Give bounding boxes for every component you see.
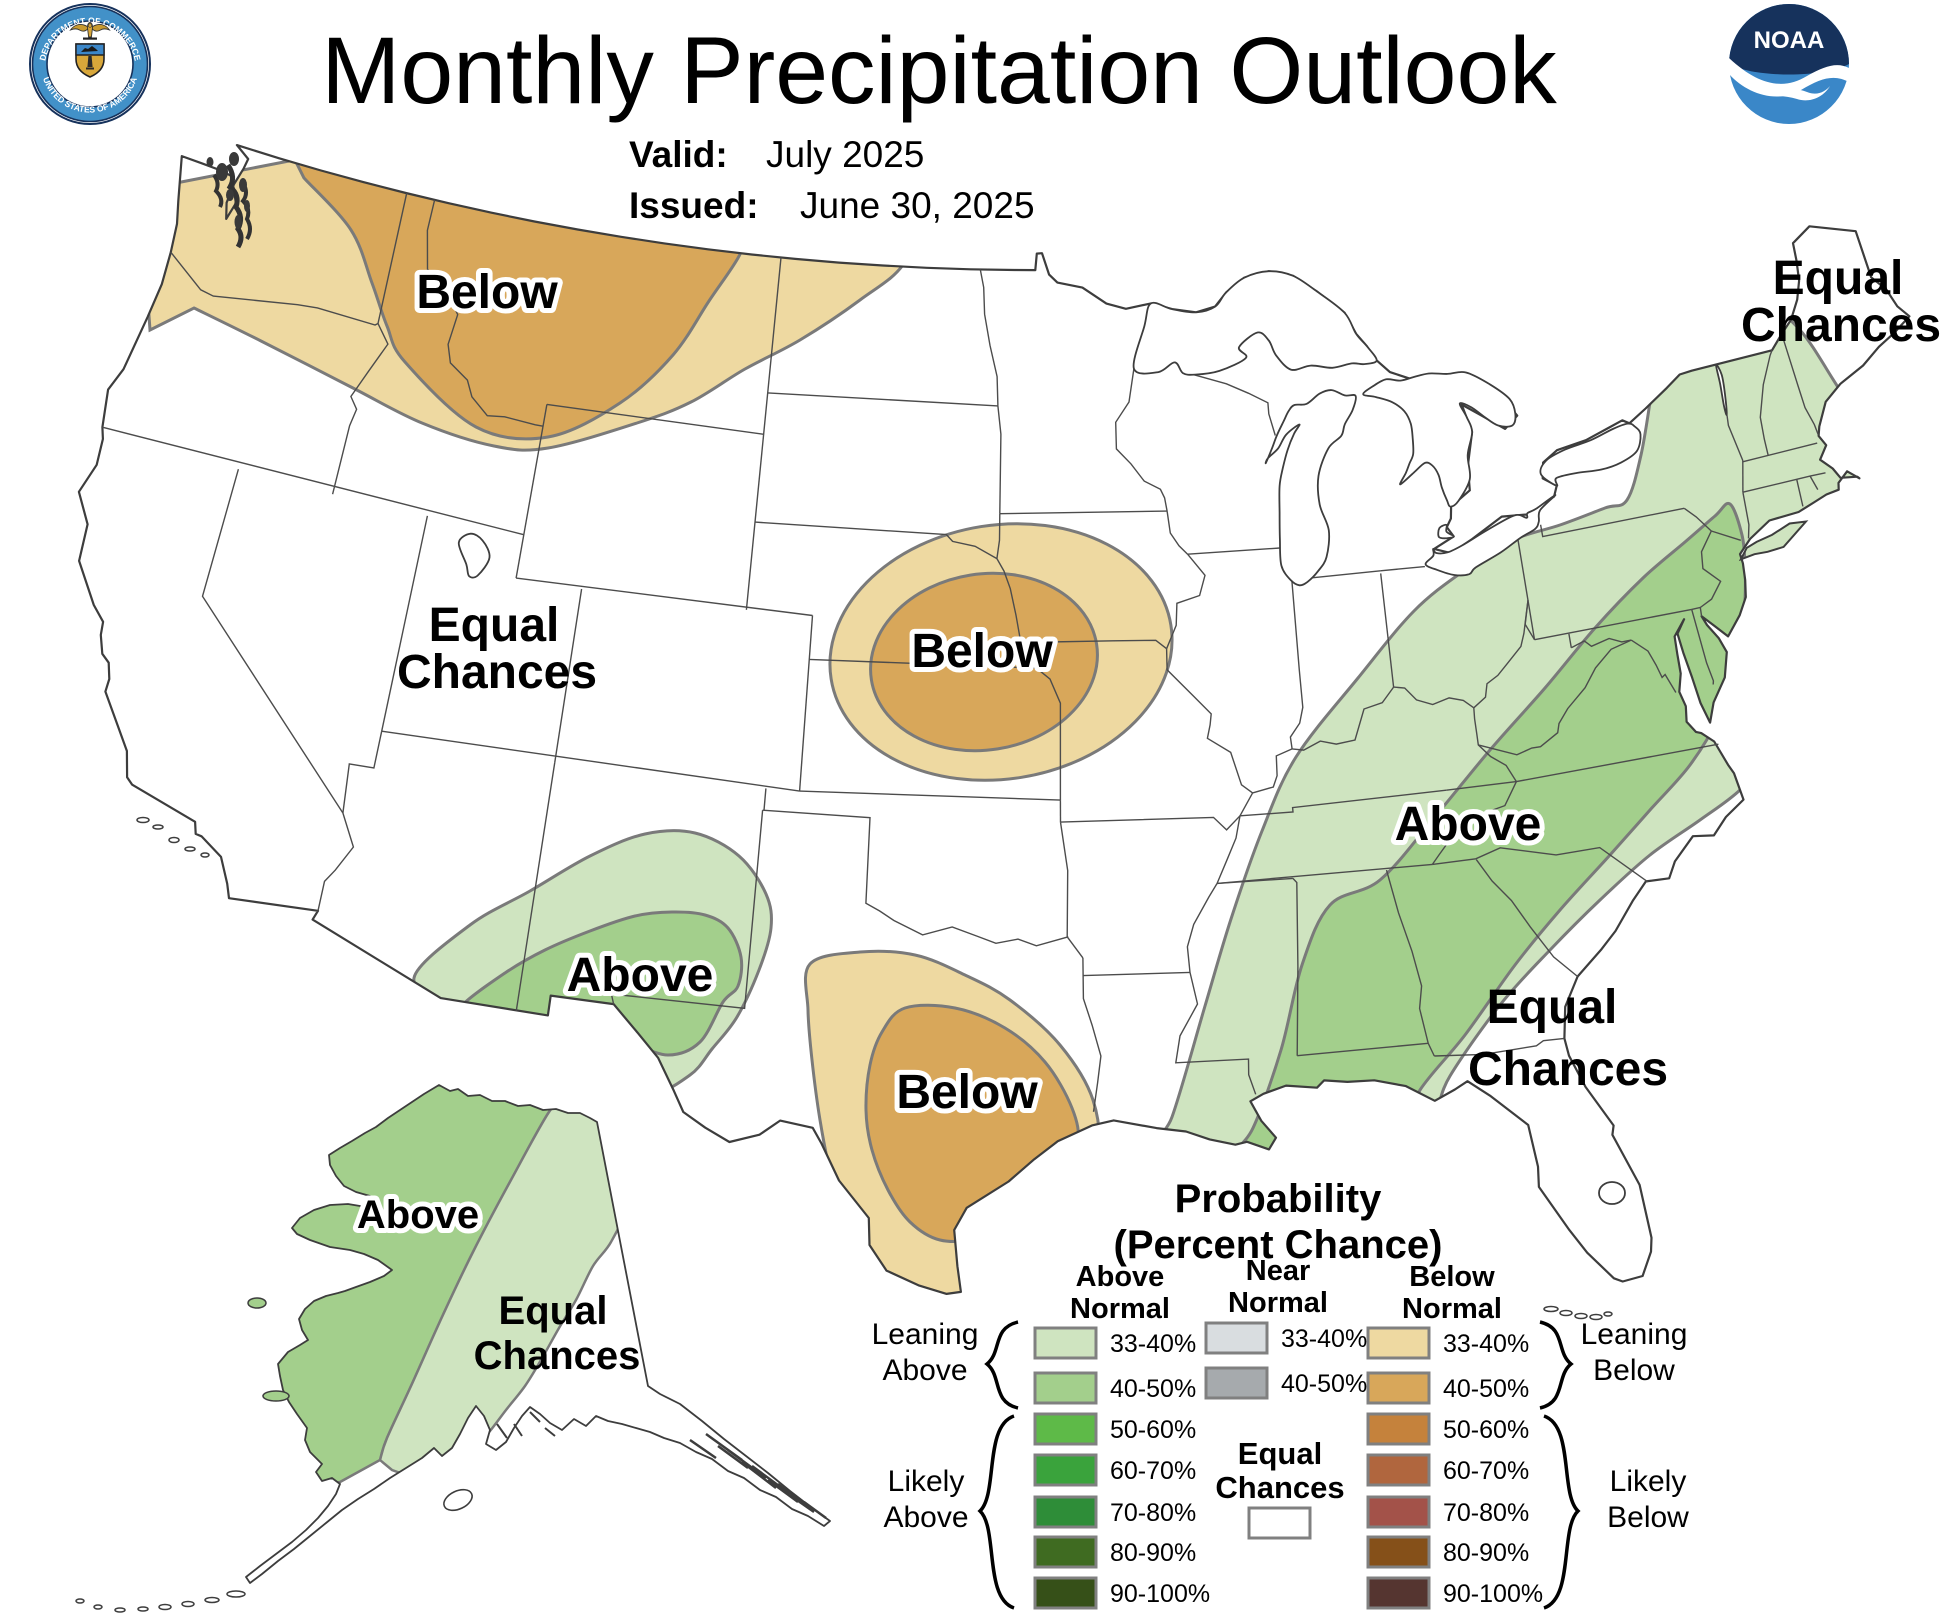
svg-text:Chances: Chances xyxy=(474,1334,641,1378)
svg-text:Below: Below xyxy=(896,1066,1038,1119)
svg-text:70-80%: 70-80% xyxy=(1110,1499,1196,1527)
svg-text:Equal: Equal xyxy=(1487,981,1618,1034)
svg-text:80-90%: 80-90% xyxy=(1443,1539,1529,1567)
svg-text:70-80%: 70-80% xyxy=(1443,1499,1529,1527)
svg-text:Equal: Equal xyxy=(499,1289,608,1333)
svg-text:40-50%: 40-50% xyxy=(1110,1375,1196,1403)
svg-text:33-40%: 33-40% xyxy=(1443,1330,1529,1358)
svg-text:Chances: Chances xyxy=(397,646,597,699)
svg-text:Valid:: Valid: xyxy=(629,134,728,175)
svg-text:33-40%: 33-40% xyxy=(1281,1325,1367,1353)
svg-text:40-50%: 40-50% xyxy=(1443,1375,1529,1403)
svg-text:60-70%: 60-70% xyxy=(1110,1457,1196,1485)
svg-text:Chances: Chances xyxy=(1741,299,1941,352)
svg-text:90-100%: 90-100% xyxy=(1110,1580,1210,1608)
svg-text:50-60%: 50-60% xyxy=(1443,1416,1529,1444)
svg-text:Above: Above xyxy=(1076,1261,1165,1293)
svg-text:(Percent Chance): (Percent Chance) xyxy=(1114,1223,1443,1267)
svg-text:Below: Below xyxy=(416,266,558,319)
svg-text:Leaning: Leaning xyxy=(1581,1318,1688,1351)
svg-text:Monthly Precipitation Outlook: Monthly Precipitation Outlook xyxy=(321,18,1557,124)
svg-text:80-90%: 80-90% xyxy=(1110,1539,1196,1567)
svg-text:33-40%: 33-40% xyxy=(1110,1330,1196,1358)
svg-text:90-100%: 90-100% xyxy=(1443,1580,1543,1608)
svg-text:Above: Above xyxy=(357,1193,479,1237)
svg-text:Probability: Probability xyxy=(1175,1177,1382,1221)
svg-text:NOAA: NOAA xyxy=(1754,27,1825,54)
svg-text:Equal: Equal xyxy=(429,599,560,652)
svg-text:Below: Below xyxy=(1409,1261,1495,1293)
svg-text:June 30, 2025: June 30, 2025 xyxy=(800,185,1035,226)
svg-text:Below: Below xyxy=(911,625,1053,678)
svg-text:40-50%: 40-50% xyxy=(1281,1370,1367,1398)
svg-text:Near: Near xyxy=(1246,1255,1311,1287)
svg-text:Chances: Chances xyxy=(1215,1470,1344,1505)
svg-text:Equal: Equal xyxy=(1238,1436,1322,1471)
svg-text:Equal: Equal xyxy=(1773,252,1904,305)
svg-text:Leaning: Leaning xyxy=(872,1318,979,1351)
svg-text:Above: Above xyxy=(883,1501,968,1534)
svg-text:Below: Below xyxy=(1607,1501,1689,1534)
svg-text:July 2025: July 2025 xyxy=(766,134,924,175)
svg-text:50-60%: 50-60% xyxy=(1110,1416,1196,1444)
svg-text:Normal: Normal xyxy=(1402,1293,1502,1325)
svg-text:Chances: Chances xyxy=(1468,1043,1668,1096)
svg-text:Likely: Likely xyxy=(888,1465,965,1498)
svg-text:Above: Above xyxy=(1395,798,1542,851)
svg-text:Issued:: Issued: xyxy=(629,185,759,226)
svg-text:60-70%: 60-70% xyxy=(1443,1457,1529,1485)
svg-text:Normal: Normal xyxy=(1070,1293,1170,1325)
svg-text:Above: Above xyxy=(882,1354,967,1387)
svg-text:Above: Above xyxy=(567,949,714,1002)
svg-text:Below: Below xyxy=(1593,1354,1675,1387)
svg-text:Likely: Likely xyxy=(1610,1465,1687,1498)
svg-text:Normal: Normal xyxy=(1228,1287,1328,1319)
